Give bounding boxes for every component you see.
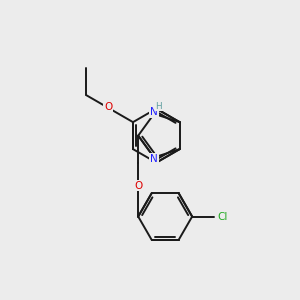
Text: O: O xyxy=(104,102,112,112)
Text: Cl: Cl xyxy=(218,212,228,221)
Text: N: N xyxy=(150,107,158,118)
Text: H: H xyxy=(156,102,162,111)
Text: O: O xyxy=(134,181,142,190)
Text: N: N xyxy=(150,154,158,164)
